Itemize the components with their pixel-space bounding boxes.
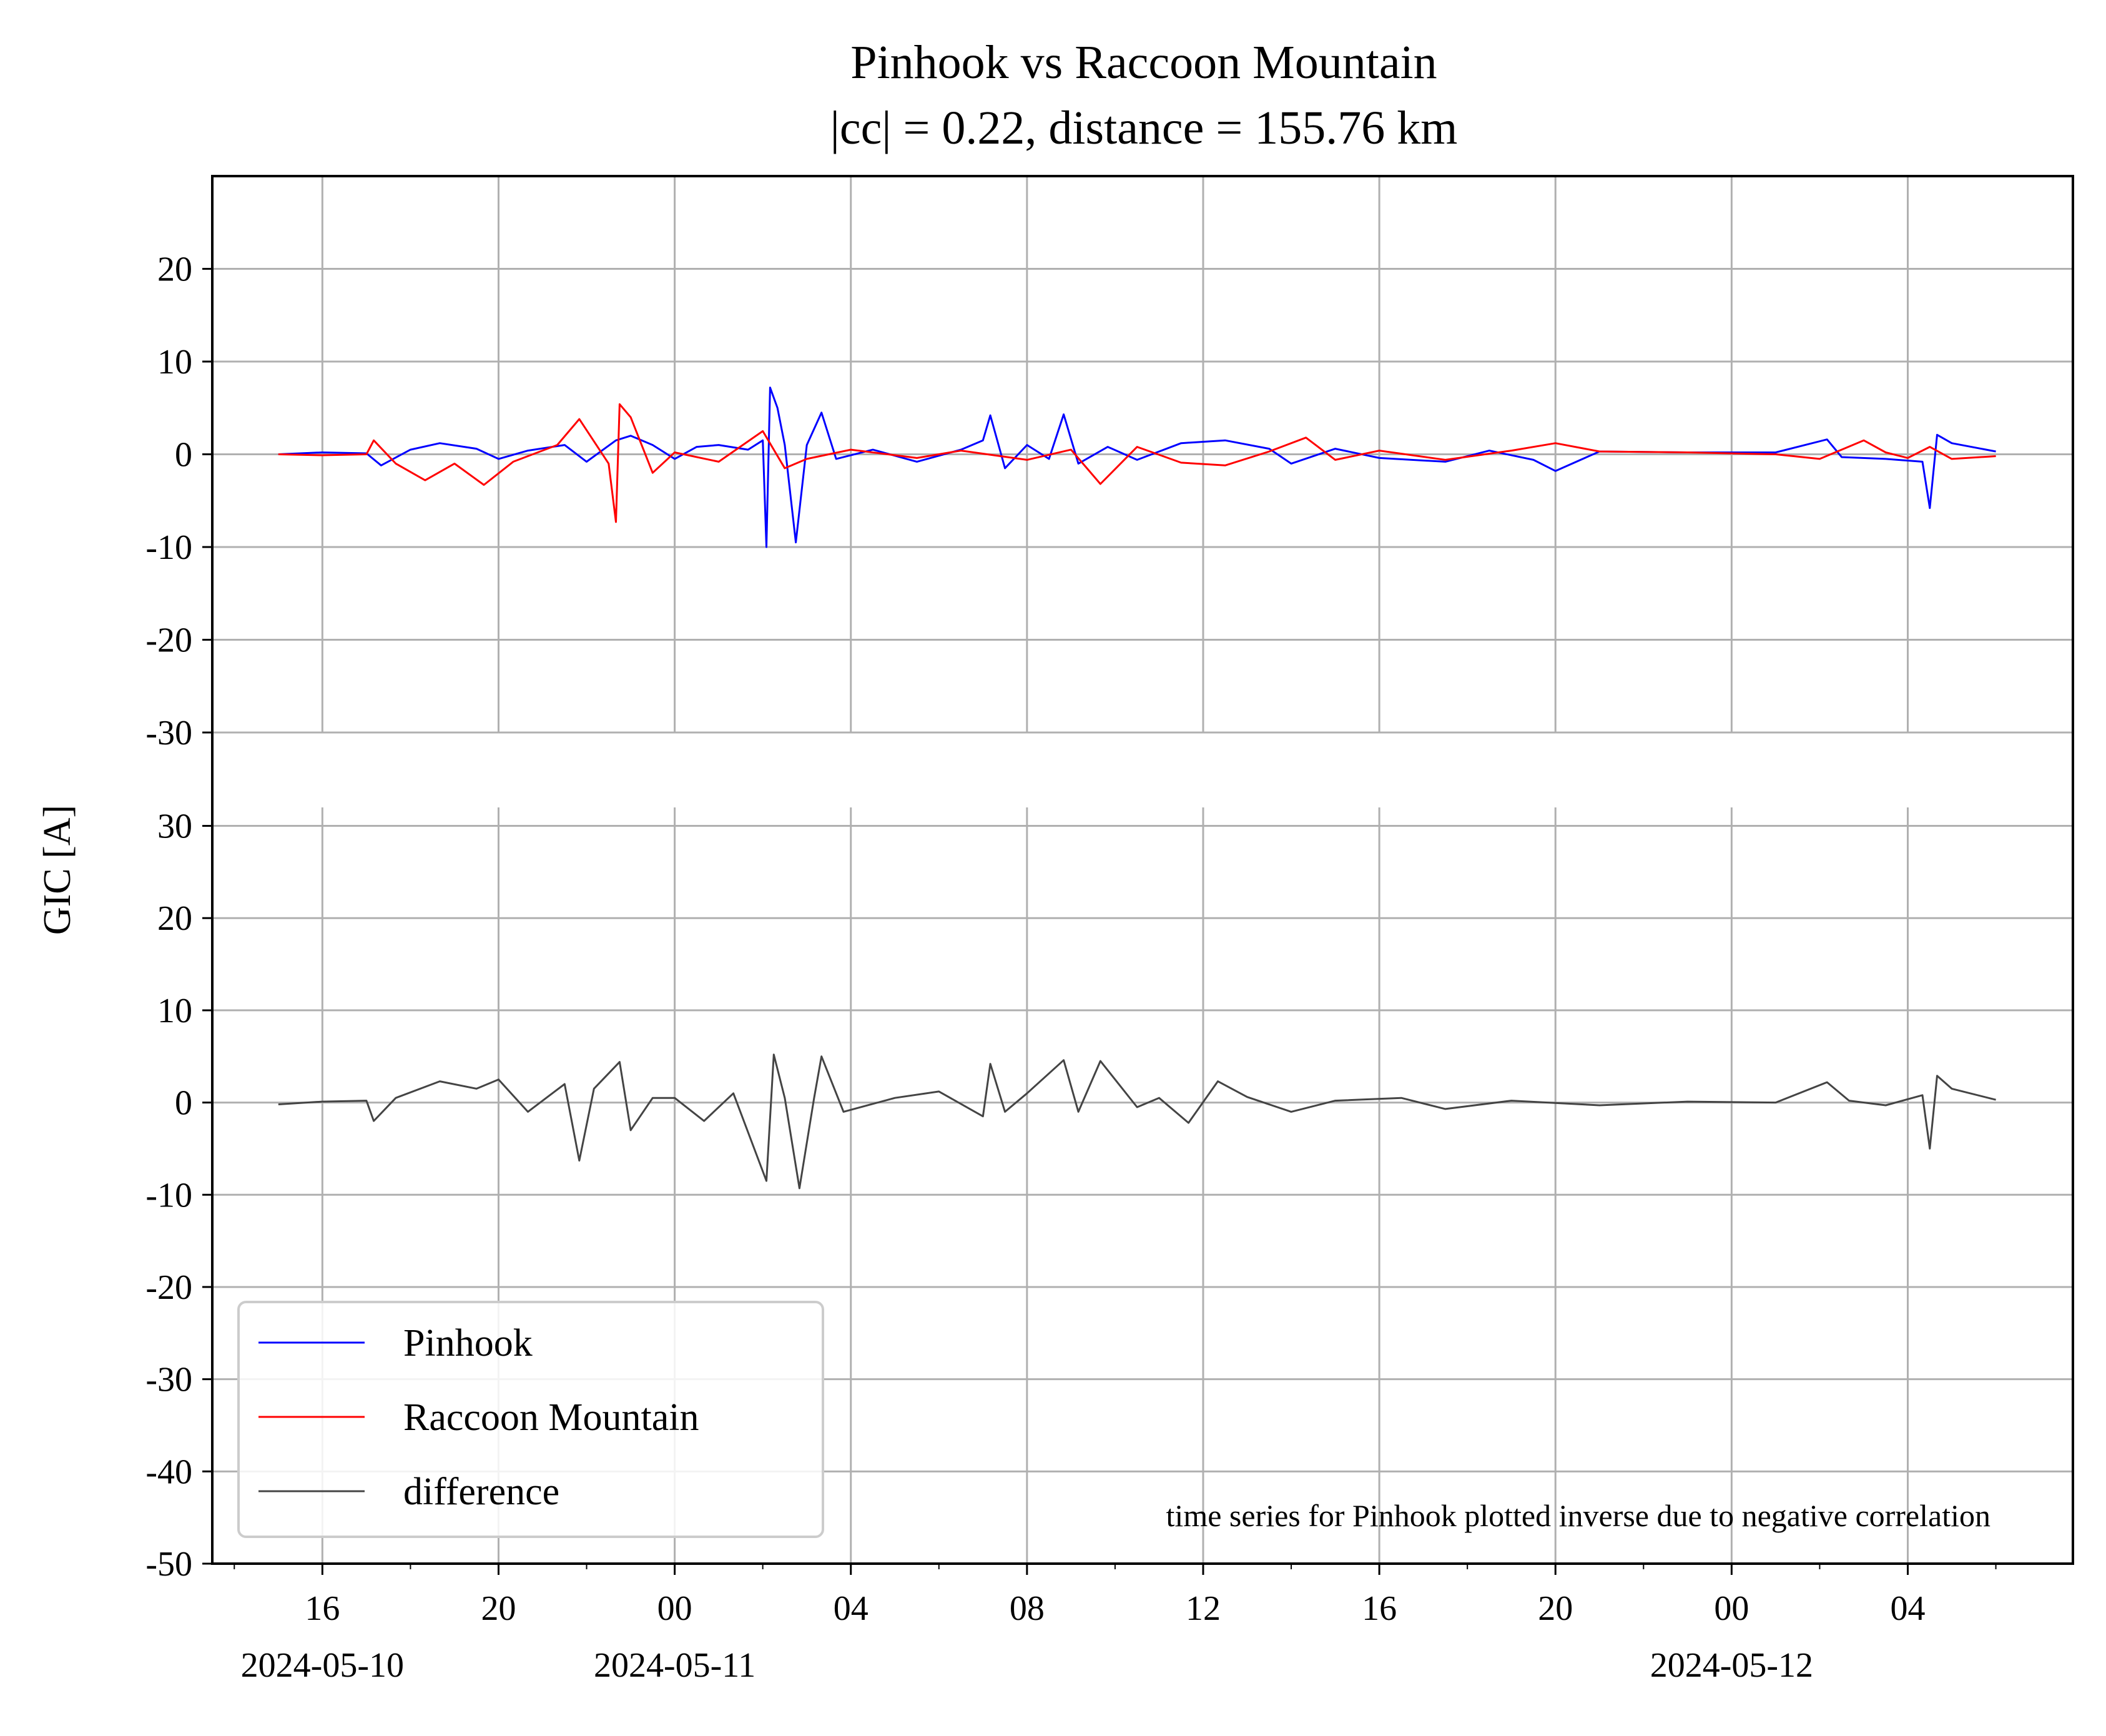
y-tick-label: 0 [175,1084,192,1123]
y-tick-label: -20 [145,1268,192,1307]
y-tick-label: 10 [157,343,192,382]
y-tick-label: 30 [157,807,192,846]
legend-box [237,1301,824,1538]
x-tick-label: 00 [657,1589,692,1628]
y-tick-label: -10 [145,528,192,567]
y-tick-label: 20 [157,899,192,938]
y-tick-label: -20 [145,621,192,660]
y-tick-label: -40 [145,1452,192,1491]
x-tick-label: 08 [1010,1589,1045,1628]
y-tick-label: 10 [157,992,192,1030]
x-tick-label: 04 [834,1589,868,1628]
x-tick-label: 04 [1891,1589,1926,1628]
top-panel: 20 10 0 -10 -20 -30 [145,176,2073,752]
x-tick-date-label: 2024-05-11 [594,1646,755,1685]
y-tick-label: -10 [145,1176,192,1215]
x-tick-label: 16 [305,1589,340,1628]
legend-label-difference: difference [403,1471,559,1513]
y-tick-label: -50 [145,1545,192,1584]
x-tick-label: 20 [1538,1589,1573,1628]
chart-title: Pinhook vs Raccoon Mountain [850,36,1437,89]
x-tick-label: 20 [481,1589,516,1628]
chart-subtitle: |cc| = 0.22, distance = 155.76 km [830,102,1458,154]
inversion-note: time series for Pinhook plotted inverse … [1166,1498,1990,1533]
y-tick-label: -30 [145,1361,192,1399]
legend-label-raccoon-mountain: Raccoon Mountain [403,1396,699,1439]
series-line-raccoon-mountain [278,403,1996,523]
legend: Pinhook Raccoon Mountain difference [237,1301,824,1538]
y-tick-label: -30 [145,714,192,752]
x-tick-label: 12 [1186,1589,1221,1628]
x-tick-label: 00 [1714,1589,1749,1628]
y-tick-label: 20 [157,250,192,289]
series-line-difference [278,1053,1996,1190]
x-tick-date-label: 2024-05-10 [241,1646,404,1685]
legend-label-pinhook: Pinhook [403,1322,533,1364]
x-tick-date-label: 2024-05-12 [1650,1646,1813,1685]
y-tick-label: 0 [175,436,192,475]
y-axis-label: GIC [A] [36,805,79,935]
axes-frame [211,175,2074,1565]
series-line-pinhook [278,387,1996,548]
x-tick-label: 16 [1362,1589,1397,1628]
